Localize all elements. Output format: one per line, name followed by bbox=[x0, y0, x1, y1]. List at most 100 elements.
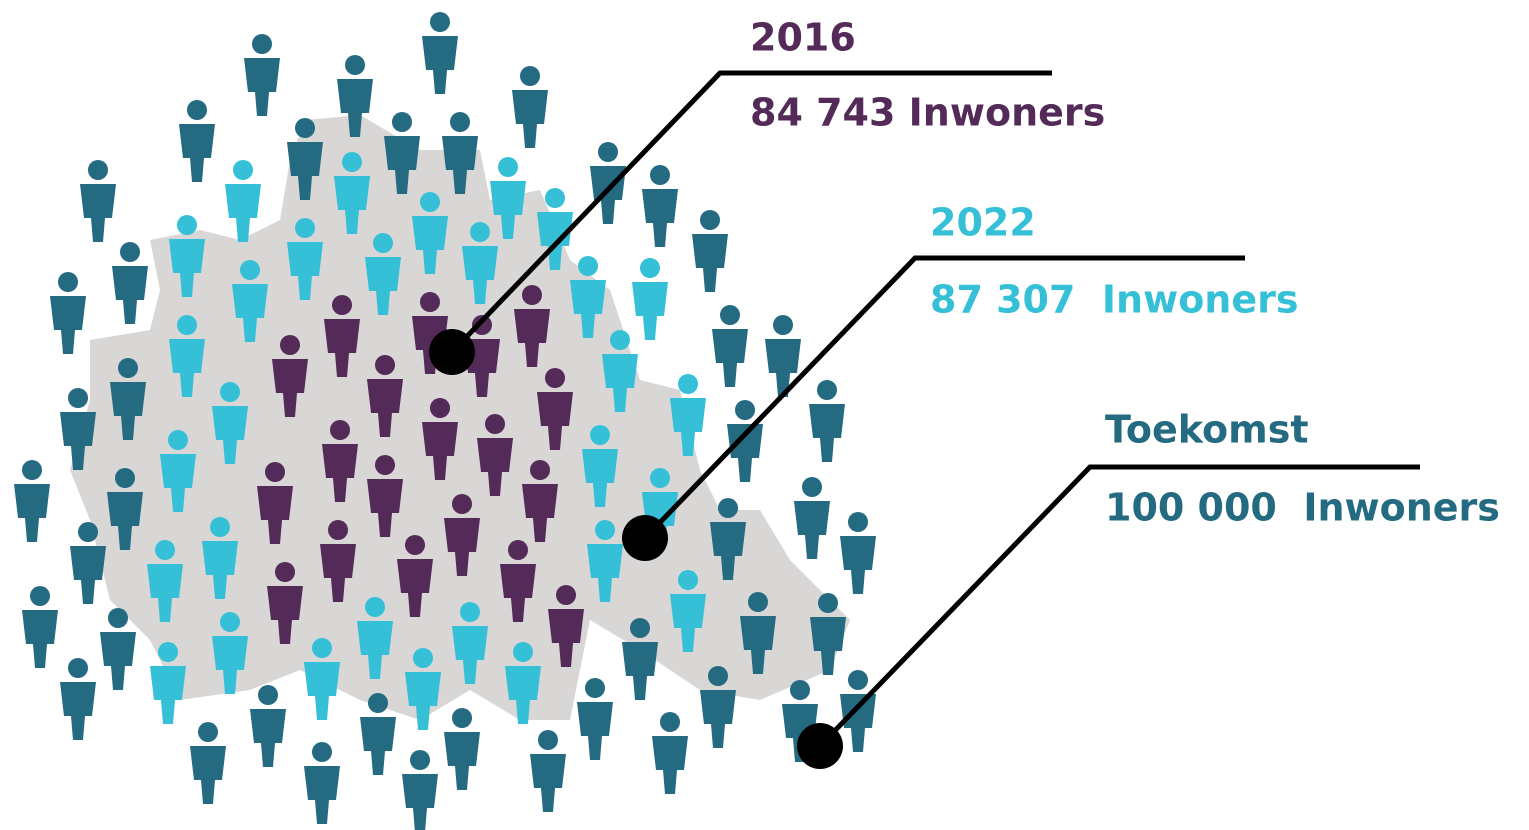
person-body bbox=[548, 609, 584, 667]
person-head bbox=[177, 315, 197, 335]
person-body bbox=[360, 717, 396, 775]
person-icon bbox=[324, 295, 360, 377]
person-icon bbox=[107, 468, 143, 550]
person-head bbox=[312, 638, 332, 658]
person-head bbox=[220, 612, 240, 632]
person-icon bbox=[225, 160, 261, 242]
person-icon bbox=[337, 55, 373, 137]
person-body bbox=[692, 234, 728, 292]
person-head bbox=[345, 55, 365, 75]
person-icon bbox=[809, 380, 845, 462]
person-body bbox=[412, 316, 448, 374]
person-icon bbox=[179, 100, 215, 182]
person-body bbox=[810, 617, 846, 675]
person-head bbox=[22, 460, 42, 480]
person-icon bbox=[590, 142, 626, 224]
person-body bbox=[357, 621, 393, 679]
person-head bbox=[312, 742, 332, 762]
person-icon bbox=[14, 460, 50, 542]
person-body bbox=[147, 564, 183, 622]
person-icon bbox=[412, 292, 448, 374]
person-body bbox=[444, 518, 480, 576]
person-head bbox=[118, 358, 138, 378]
person-body bbox=[570, 280, 606, 338]
person-icon bbox=[505, 642, 541, 724]
callout-dot bbox=[797, 723, 843, 769]
person-body bbox=[442, 136, 478, 194]
person-head bbox=[818, 593, 838, 613]
person-icon bbox=[60, 658, 96, 740]
person-body bbox=[287, 242, 323, 300]
person-head bbox=[120, 242, 140, 262]
person-head bbox=[295, 218, 315, 238]
person-head bbox=[258, 685, 278, 705]
person-body bbox=[412, 216, 448, 274]
person-body bbox=[110, 382, 146, 440]
person-head bbox=[556, 585, 576, 605]
person-icon bbox=[444, 708, 480, 790]
person-head bbox=[595, 520, 615, 540]
person-icon bbox=[360, 693, 396, 775]
person-body bbox=[477, 438, 513, 496]
person-icon bbox=[202, 517, 238, 599]
callouts: 2016 84 743 Inwoners 2022 87 307 Inwoners To… bbox=[429, 16, 1500, 769]
person-head bbox=[485, 414, 505, 434]
person-icon bbox=[570, 256, 606, 338]
person-body bbox=[537, 392, 573, 450]
person-body bbox=[169, 339, 205, 397]
person-icon bbox=[490, 157, 526, 239]
person-icon bbox=[712, 305, 748, 387]
person-icon bbox=[357, 597, 393, 679]
person-head bbox=[155, 540, 175, 560]
person-icon bbox=[422, 12, 458, 94]
person-icon bbox=[367, 455, 403, 537]
person-body bbox=[112, 266, 148, 324]
person-body bbox=[670, 594, 706, 652]
person-body bbox=[384, 136, 420, 194]
person-icon bbox=[765, 315, 801, 397]
person-icon bbox=[422, 398, 458, 480]
person-head bbox=[365, 597, 385, 617]
person-body bbox=[500, 564, 536, 622]
person-icon bbox=[147, 540, 183, 622]
people bbox=[14, 12, 876, 830]
person-icon bbox=[232, 260, 268, 342]
person-icon bbox=[700, 666, 736, 748]
person-head bbox=[58, 272, 78, 292]
person-head bbox=[375, 455, 395, 475]
person-head bbox=[68, 388, 88, 408]
person-head bbox=[472, 315, 492, 335]
person-body bbox=[670, 398, 706, 456]
person-icon bbox=[80, 160, 116, 242]
person-icon bbox=[710, 498, 746, 580]
person-body bbox=[402, 774, 438, 830]
person-icon bbox=[190, 722, 226, 804]
person-head bbox=[413, 648, 433, 668]
person-icon bbox=[622, 618, 658, 700]
person-head bbox=[708, 666, 728, 686]
person-icon bbox=[287, 218, 323, 300]
person-icon bbox=[250, 685, 286, 767]
person-icon bbox=[477, 414, 513, 496]
person-body bbox=[490, 181, 526, 239]
person-head bbox=[342, 152, 362, 172]
person-body bbox=[452, 626, 488, 684]
person-icon bbox=[782, 680, 818, 762]
person-body bbox=[14, 484, 50, 542]
person-head bbox=[198, 722, 218, 742]
person-head bbox=[295, 118, 315, 138]
person-head bbox=[452, 494, 472, 514]
callout-dot bbox=[622, 515, 668, 561]
person-icon bbox=[272, 335, 308, 417]
person-head bbox=[590, 425, 610, 445]
person-body bbox=[160, 454, 196, 512]
person-body bbox=[765, 339, 801, 397]
person-icon bbox=[287, 118, 323, 200]
person-head bbox=[405, 535, 425, 555]
person-head bbox=[585, 678, 605, 698]
person-body bbox=[367, 479, 403, 537]
person-body bbox=[334, 176, 370, 234]
person-body bbox=[537, 212, 573, 270]
person-icon bbox=[212, 612, 248, 694]
person-icon bbox=[462, 222, 498, 304]
